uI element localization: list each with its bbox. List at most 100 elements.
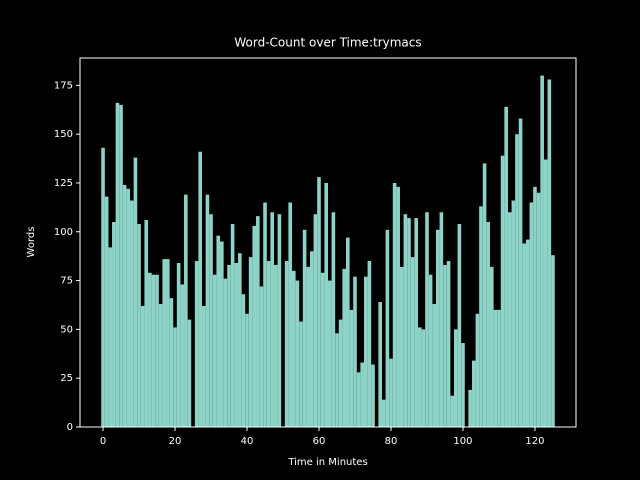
y-tick-label: 75	[60, 276, 73, 287]
bar	[292, 270, 296, 427]
bar	[533, 186, 537, 427]
bar	[302, 229, 307, 427]
bar	[482, 163, 487, 427]
bar	[475, 313, 480, 427]
x-tick-label: 80	[385, 436, 398, 447]
bar	[284, 261, 289, 427]
bar	[245, 313, 249, 427]
y-tick-label: 150	[54, 129, 73, 140]
bar	[338, 319, 343, 427]
bar	[176, 263, 181, 427]
bar	[270, 212, 275, 427]
bar	[536, 192, 541, 427]
bar	[230, 223, 235, 427]
bar	[216, 235, 221, 427]
bar	[410, 257, 415, 427]
bar	[450, 395, 454, 427]
bar	[425, 212, 429, 427]
bar	[443, 264, 447, 427]
bar	[363, 276, 368, 427]
bar	[504, 106, 508, 428]
y-tick-label: 175	[54, 80, 73, 91]
x-axis-label: Time in Minutes	[287, 457, 367, 468]
bar	[453, 329, 458, 427]
bar	[507, 212, 512, 427]
bar	[205, 194, 210, 427]
bar	[540, 75, 544, 428]
bar	[479, 206, 483, 427]
bar	[274, 264, 278, 427]
bar	[299, 321, 303, 427]
bar	[493, 309, 498, 427]
bar	[356, 372, 361, 427]
bar	[435, 229, 440, 427]
bar	[151, 274, 156, 427]
bar	[238, 253, 242, 427]
bar	[381, 399, 386, 427]
bar	[263, 202, 267, 427]
bar	[461, 343, 465, 427]
bar	[173, 327, 177, 427]
bar	[439, 212, 444, 427]
bar	[252, 225, 257, 427]
bar	[108, 247, 113, 427]
bar	[115, 102, 120, 428]
bar	[194, 261, 199, 427]
bar	[223, 278, 228, 427]
bar	[130, 200, 134, 427]
bar	[486, 222, 490, 427]
bar	[547, 79, 552, 427]
bar	[417, 327, 422, 427]
bar	[367, 261, 372, 427]
bar	[162, 259, 167, 427]
bar	[227, 264, 231, 427]
y-tick-label: 50	[60, 324, 73, 335]
bar	[349, 309, 354, 427]
bar	[392, 182, 397, 427]
bar	[169, 298, 174, 427]
bar	[500, 155, 505, 427]
x-tick-label: 20	[169, 436, 182, 447]
bar	[342, 268, 346, 427]
bar	[335, 333, 339, 427]
bar	[241, 294, 246, 427]
bar	[248, 257, 253, 427]
bar	[202, 305, 206, 427]
bar	[457, 223, 462, 427]
bar	[399, 266, 404, 427]
bar	[310, 251, 314, 427]
bar	[428, 274, 433, 427]
bar	[133, 157, 138, 428]
bar	[403, 214, 408, 427]
bar	[209, 214, 213, 427]
bar	[371, 364, 375, 427]
y-tick-label: 25	[60, 373, 73, 384]
bar	[212, 274, 217, 427]
bar	[256, 216, 260, 427]
bar	[166, 259, 170, 427]
y-axis-label: Words	[26, 227, 37, 258]
x-tick-label: 120	[525, 436, 544, 447]
bar	[360, 362, 364, 427]
bar	[187, 319, 192, 427]
bar	[184, 194, 188, 427]
bar	[198, 151, 203, 427]
x-tick-label: 100	[453, 436, 472, 447]
bar	[378, 302, 382, 427]
bar	[320, 272, 325, 427]
bar	[414, 218, 418, 427]
axes-frame	[79, 57, 577, 428]
bar	[295, 280, 300, 427]
bar	[543, 159, 548, 427]
bar	[155, 274, 159, 427]
bar	[313, 214, 318, 427]
bar	[148, 272, 152, 427]
bar	[306, 266, 311, 427]
bar	[511, 200, 516, 427]
y-tick-label: 0	[67, 422, 73, 433]
bar	[489, 266, 494, 427]
bar	[468, 389, 472, 427]
bar	[277, 214, 282, 427]
bar	[518, 118, 523, 428]
